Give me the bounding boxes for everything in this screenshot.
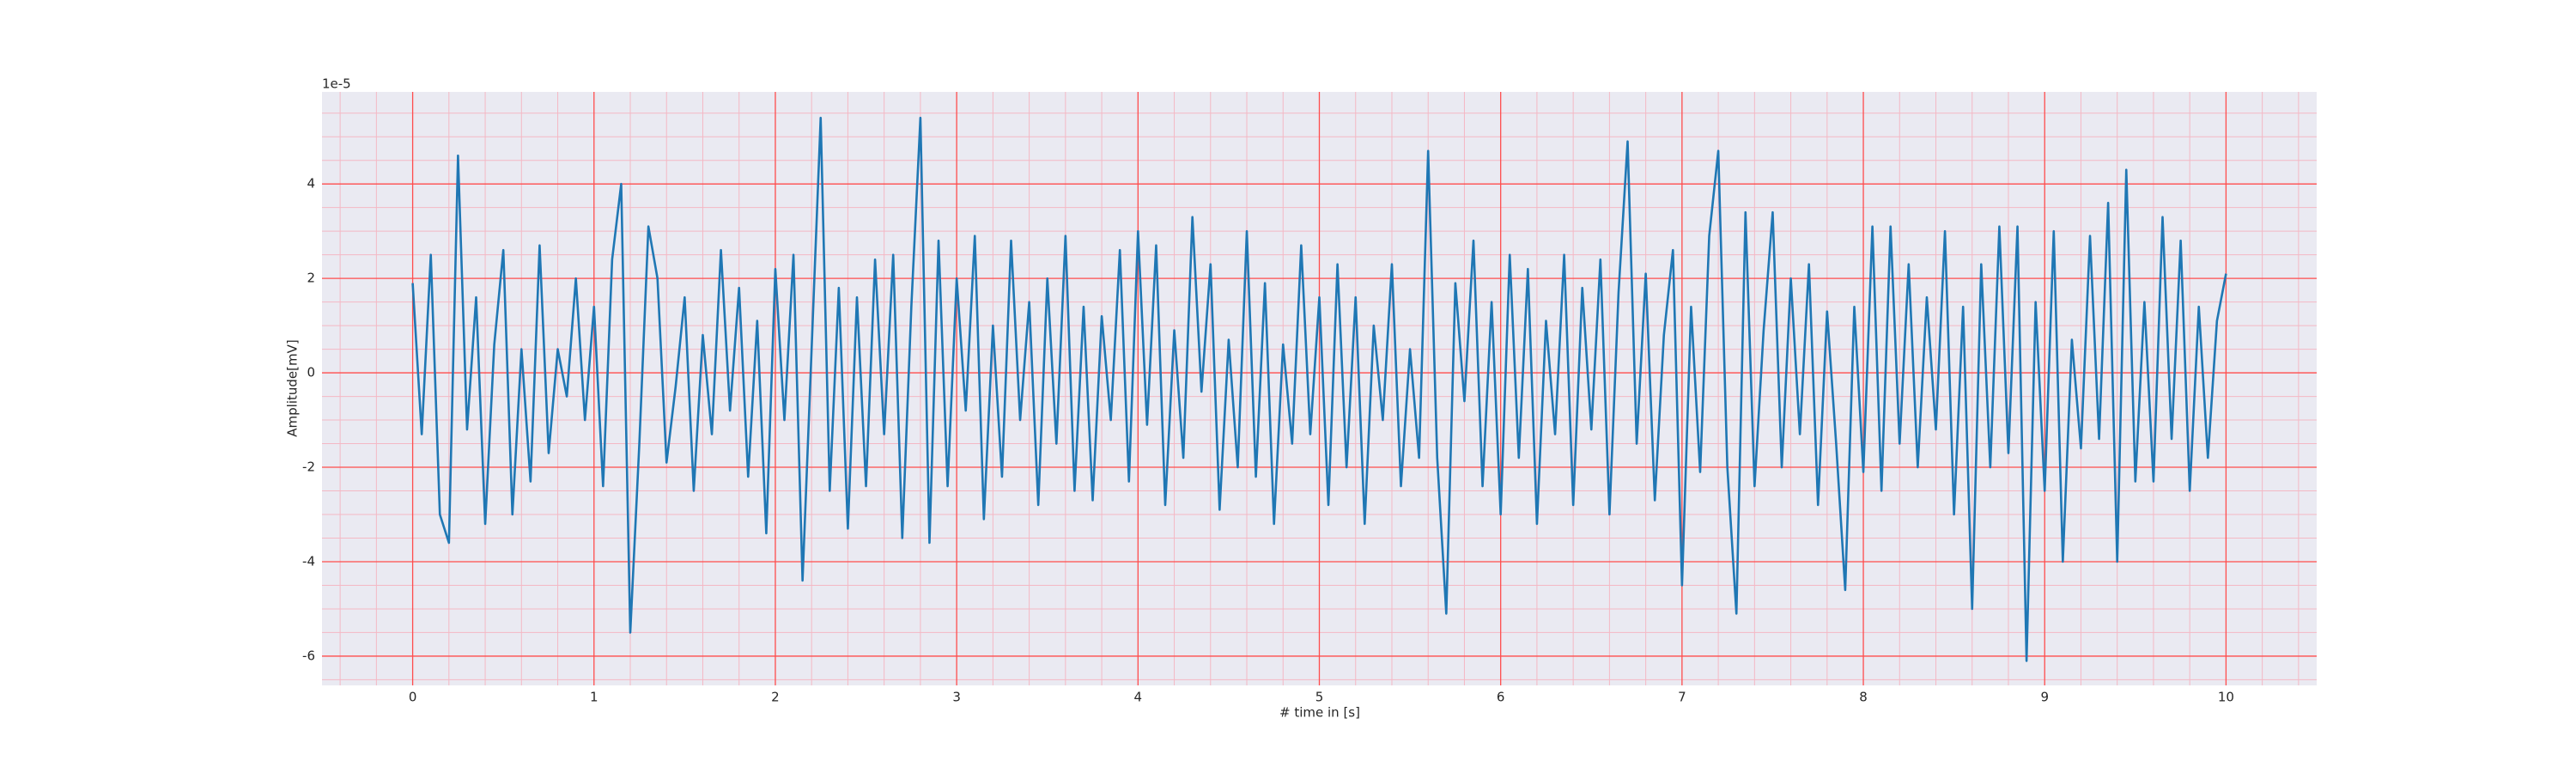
- signal-line: [411, 116, 2227, 662]
- y-axis-label: Amplitude[mV]: [285, 339, 301, 436]
- x-tick-label: 3: [952, 690, 961, 705]
- y-tick-label: 0: [307, 365, 315, 380]
- y-tick-label: 4: [307, 176, 315, 192]
- y-tick-label: -2: [302, 460, 315, 475]
- x-tick-label: 1: [590, 690, 598, 705]
- x-tick-label: 5: [1315, 690, 1324, 705]
- x-tick-label: 7: [1678, 690, 1686, 705]
- x-tick-label: 6: [1497, 690, 1505, 705]
- x-tick-label: 2: [771, 690, 780, 705]
- y-offset-label: 1e-5: [322, 76, 351, 92]
- y-tick-label: -4: [302, 553, 315, 569]
- y-tick-label: 2: [307, 271, 315, 286]
- x-axis-label: # time in [s]: [1279, 705, 1360, 721]
- y-tick-label: -6: [302, 648, 315, 663]
- x-tick-label: 10: [2218, 690, 2234, 705]
- x-tick-label: 4: [1134, 690, 1143, 705]
- x-tick-label: 9: [2040, 690, 2049, 705]
- x-tick-label: 8: [1859, 690, 1868, 705]
- x-tick-label: 0: [409, 690, 417, 705]
